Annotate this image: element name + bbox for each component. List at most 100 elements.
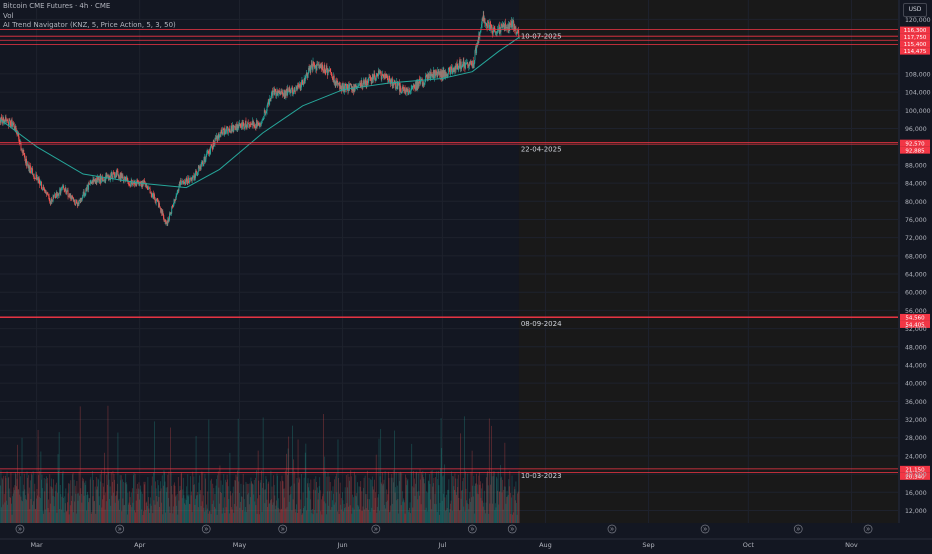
candle-body	[26, 158, 27, 166]
candle-body	[285, 91, 287, 97]
candle-body	[365, 79, 367, 84]
candle-body	[134, 184, 136, 186]
volume-bar	[23, 473, 25, 523]
candle-body	[512, 21, 514, 27]
volume-bar	[374, 479, 375, 523]
candle-body	[223, 129, 225, 136]
event-marker-icon[interactable]	[115, 524, 125, 534]
volume-bar	[73, 512, 74, 523]
candle-body	[444, 70, 446, 79]
candle-body	[322, 69, 324, 73]
event-marker-icon[interactable]	[15, 524, 25, 534]
volume-bar	[206, 504, 208, 523]
candle-body	[143, 182, 144, 183]
candle	[297, 83, 299, 90]
volume-bar	[427, 480, 429, 523]
candle-body	[73, 199, 75, 202]
event-marker-icon[interactable]	[201, 524, 211, 534]
candle-body	[162, 211, 164, 214]
candle	[170, 211, 172, 215]
candle-body	[106, 175, 108, 176]
event-marker-icon[interactable]	[371, 524, 381, 534]
candle-body	[409, 90, 410, 92]
candle-body	[473, 60, 475, 65]
candle	[386, 74, 388, 81]
event-marker-icon[interactable]	[863, 524, 873, 534]
candle-body	[518, 37, 520, 39]
currency-button[interactable]: USD	[903, 3, 927, 17]
volume-bar	[202, 471, 204, 523]
candle	[512, 17, 514, 24]
volume-bar	[116, 483, 118, 523]
candle	[42, 184, 44, 191]
candle	[494, 25, 496, 33]
candle	[30, 171, 32, 175]
candle-body	[415, 81, 417, 90]
event-marker-icon[interactable]	[793, 524, 803, 534]
candle-body	[137, 181, 139, 183]
candle	[226, 125, 228, 134]
candle-body	[82, 194, 84, 198]
volume-bar	[485, 502, 487, 523]
candle	[303, 75, 305, 84]
candle-body	[70, 195, 72, 199]
volume-bar	[449, 512, 450, 523]
volume-bar	[406, 480, 408, 523]
candle-body	[516, 31, 518, 33]
event-marker-icon[interactable]	[700, 524, 710, 534]
event-marker-icon[interactable]	[607, 524, 617, 534]
symbol-title[interactable]: Bitcoin CME Futures · 4h · CME	[3, 2, 111, 10]
candle-body	[148, 187, 149, 190]
candle	[63, 188, 65, 192]
candle	[251, 123, 253, 126]
candle	[31, 166, 32, 174]
candle-body	[379, 72, 381, 74]
candle	[373, 70, 375, 79]
volume-bar	[228, 513, 230, 523]
event-marker-icon[interactable]	[278, 524, 288, 534]
candle-body	[468, 66, 470, 67]
volume-bar	[382, 485, 384, 523]
candle	[379, 69, 381, 74]
volume-indicator-label[interactable]: Vol	[3, 11, 14, 20]
candle	[29, 165, 31, 174]
candle-body	[488, 22, 490, 28]
event-marker-icon[interactable]	[467, 524, 477, 534]
candle-body	[12, 124, 14, 127]
candle	[274, 88, 276, 92]
candle-body	[2, 118, 4, 123]
volume-bar	[12, 493, 14, 523]
volume-bar	[267, 506, 268, 523]
volume-bar	[424, 483, 425, 523]
candle	[116, 168, 118, 178]
trend-indicator-label[interactable]: AI Trend Navigator (KNZ, 5, Price Action…	[3, 21, 176, 29]
event-marker-icon[interactable]	[507, 524, 517, 534]
volume-bar	[362, 506, 364, 523]
candle	[321, 62, 323, 70]
candle	[164, 219, 165, 223]
candle-body	[370, 80, 372, 84]
volume-bar	[315, 481, 317, 523]
candle	[245, 117, 247, 131]
candle	[288, 86, 290, 95]
volume-bar	[400, 505, 402, 523]
candle	[440, 70, 442, 80]
candle-body	[432, 76, 434, 78]
volume-bar	[256, 470, 257, 523]
candle	[254, 123, 256, 130]
candle-body	[52, 200, 54, 202]
candle	[114, 175, 116, 179]
candle	[33, 174, 35, 180]
volume-bar	[89, 479, 91, 523]
candle-body	[438, 72, 440, 74]
candle-body	[379, 73, 381, 74]
volume-bar	[348, 476, 350, 523]
candle-body	[424, 81, 426, 84]
candle-body	[269, 98, 271, 102]
candle-body	[319, 67, 321, 69]
candle-body	[77, 202, 78, 207]
volume-bar	[282, 480, 283, 523]
candle	[264, 109, 266, 113]
